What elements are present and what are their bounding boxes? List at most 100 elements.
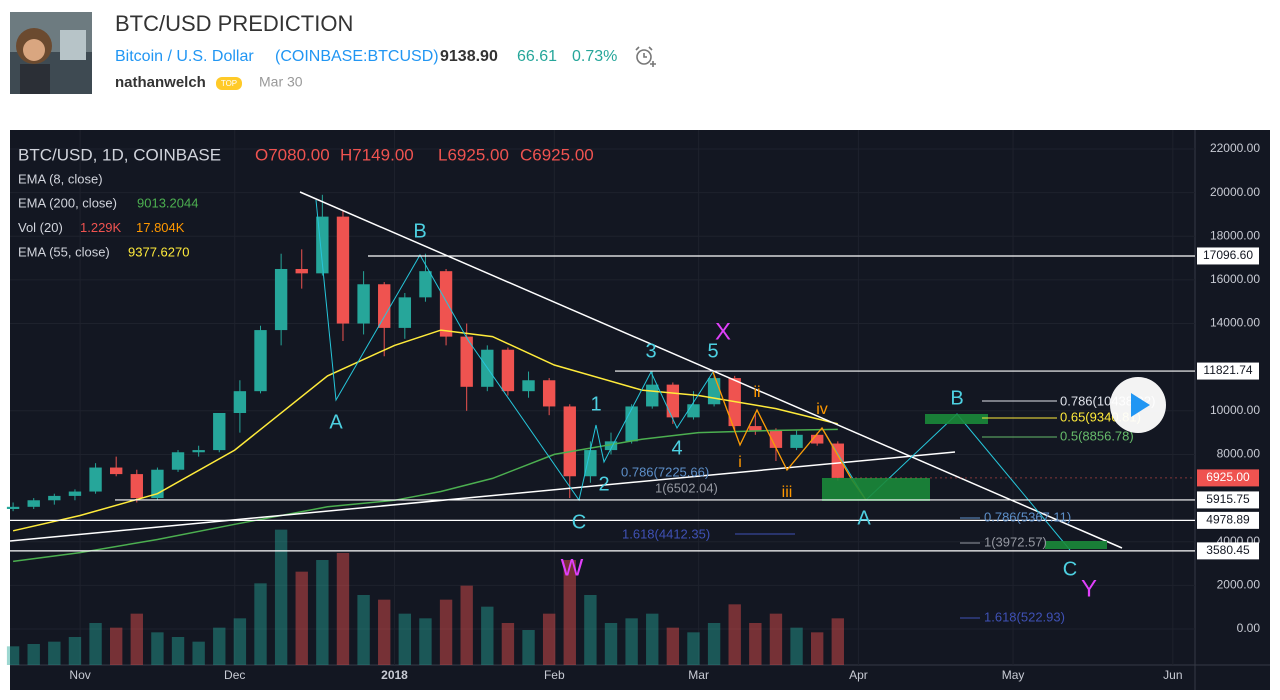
annotation: 0.786(7225.66) [621, 464, 709, 479]
annotation: 2 [598, 473, 609, 495]
volume-bar [213, 627, 226, 665]
volume-bar [357, 595, 370, 665]
volume-bar [68, 637, 82, 665]
candle-body [790, 434, 803, 448]
candle-body [357, 284, 370, 324]
volume-bar [625, 618, 638, 665]
symbol-name[interactable]: Bitcoin / U.S. Dollar [115, 48, 254, 65]
play-button[interactable] [1110, 377, 1166, 433]
y-tick-label: 16000.00 [1210, 272, 1260, 286]
author[interactable]: nathanwelch [115, 74, 206, 91]
volume-bar [233, 618, 247, 665]
candle-body [769, 430, 783, 448]
candle-body [501, 349, 515, 392]
symbol-code[interactable]: (COINBASE:BTCUSD) [275, 48, 439, 65]
candle-body [604, 441, 618, 451]
annotation: iv [816, 401, 828, 418]
annotation: iii [782, 484, 793, 501]
y-tick-label: 20000.00 [1210, 185, 1260, 199]
change-pct: 0.73% [572, 48, 617, 65]
volume-bar [27, 644, 40, 665]
candle-body [749, 426, 762, 431]
volume-bar [810, 632, 824, 665]
volume-bar [151, 632, 164, 665]
grid: 2 2000.00 20000.00 18000.00 16000.00 14000.00… [10, 130, 1260, 682]
x-tick-label: Apr [849, 668, 868, 682]
x-tick-label: Mar [688, 668, 709, 682]
volume-bar [130, 613, 143, 665]
x-tick-label: May [1002, 668, 1025, 682]
y-tick-label: 18000.00 [1210, 228, 1260, 242]
volume-bar [501, 623, 515, 665]
annotation: A [857, 507, 871, 529]
indicator-name: EMA (8, close) [18, 171, 103, 186]
level-label-box [1197, 469, 1259, 487]
volume-bar [687, 632, 700, 665]
annotation: Y [1081, 575, 1097, 602]
volume-bar [48, 641, 61, 665]
volume-bar [728, 604, 741, 665]
level-label-box [1197, 542, 1259, 560]
level-label-box [1197, 511, 1259, 529]
ema-line [12, 329, 838, 532]
volume-bar [522, 630, 535, 665]
level-label: 17096.60 [1203, 248, 1253, 262]
annotation: B [413, 220, 426, 242]
ema-layer [12, 329, 838, 563]
x-tick-label: Dec [224, 668, 245, 682]
candle-body [707, 378, 721, 405]
candle-body [584, 450, 597, 477]
badge-text: TOP [221, 79, 237, 88]
candle-body [171, 452, 185, 470]
volume-bar [316, 560, 329, 665]
y-tick-label: 2000.00 [1217, 578, 1261, 592]
level-label: 3580.45 [1206, 543, 1250, 557]
indicator-value: 9377.6270 [128, 244, 189, 259]
indicator-legend: EMA (8, close) EMA (200, close) 9013.2044 V… [18, 171, 198, 259]
candle-body [213, 412, 226, 451]
candle-body [336, 216, 350, 324]
y-tick-label: 14000.00 [1210, 316, 1260, 330]
volume-bar [398, 613, 412, 665]
volume-bar [378, 599, 391, 665]
ohlc-value: C6925.00 [520, 145, 594, 164]
candle-body [6, 506, 20, 509]
alert-icon[interactable] [635, 46, 656, 67]
legend-title: BTC/USD, 1D, COINBASE [18, 145, 221, 164]
volume-bar [707, 623, 721, 665]
volume-bar [790, 627, 803, 665]
chart-panel [10, 130, 1270, 690]
level-label: 5915.75 [1206, 492, 1250, 506]
candle-body [151, 469, 164, 499]
annotation: 5 [707, 340, 718, 362]
candle-body [687, 404, 700, 418]
candle-body [48, 495, 61, 501]
indicator-value: 17.804K [136, 220, 185, 235]
ohlc: O7080.00 H7149.00 L6925.00 C6925.00 [255, 145, 594, 164]
candle-body [398, 297, 412, 328]
volume-bar [604, 623, 618, 665]
candle-body [68, 491, 82, 496]
level-label: 4978.89 [1206, 513, 1250, 527]
indicator-value: 1.229K [80, 220, 122, 235]
annotation: 1.618(522.93) [984, 609, 1065, 624]
indicator-name: EMA (55, close) [18, 244, 110, 259]
ohlc-value: O7080.00 [255, 145, 330, 164]
annotation: C [572, 511, 586, 533]
candle-body [419, 271, 432, 298]
candle-body [89, 467, 102, 492]
x-tick-label: 2018 [381, 668, 408, 682]
candle-body [295, 268, 308, 274]
candle-body [233, 391, 247, 413]
volume-bar [192, 641, 205, 665]
candle-body [810, 434, 824, 444]
volume-bar [336, 553, 350, 665]
candle-body [625, 406, 638, 442]
ema-line [13, 428, 838, 563]
annotation: 0.786(5367.11) [984, 509, 1071, 524]
x-tick-label: Jun [1163, 668, 1182, 682]
level-label-box [1197, 491, 1259, 509]
annotation: 1.618(4412.35) [622, 526, 710, 541]
annotation: 1(3972.57) [984, 534, 1047, 549]
